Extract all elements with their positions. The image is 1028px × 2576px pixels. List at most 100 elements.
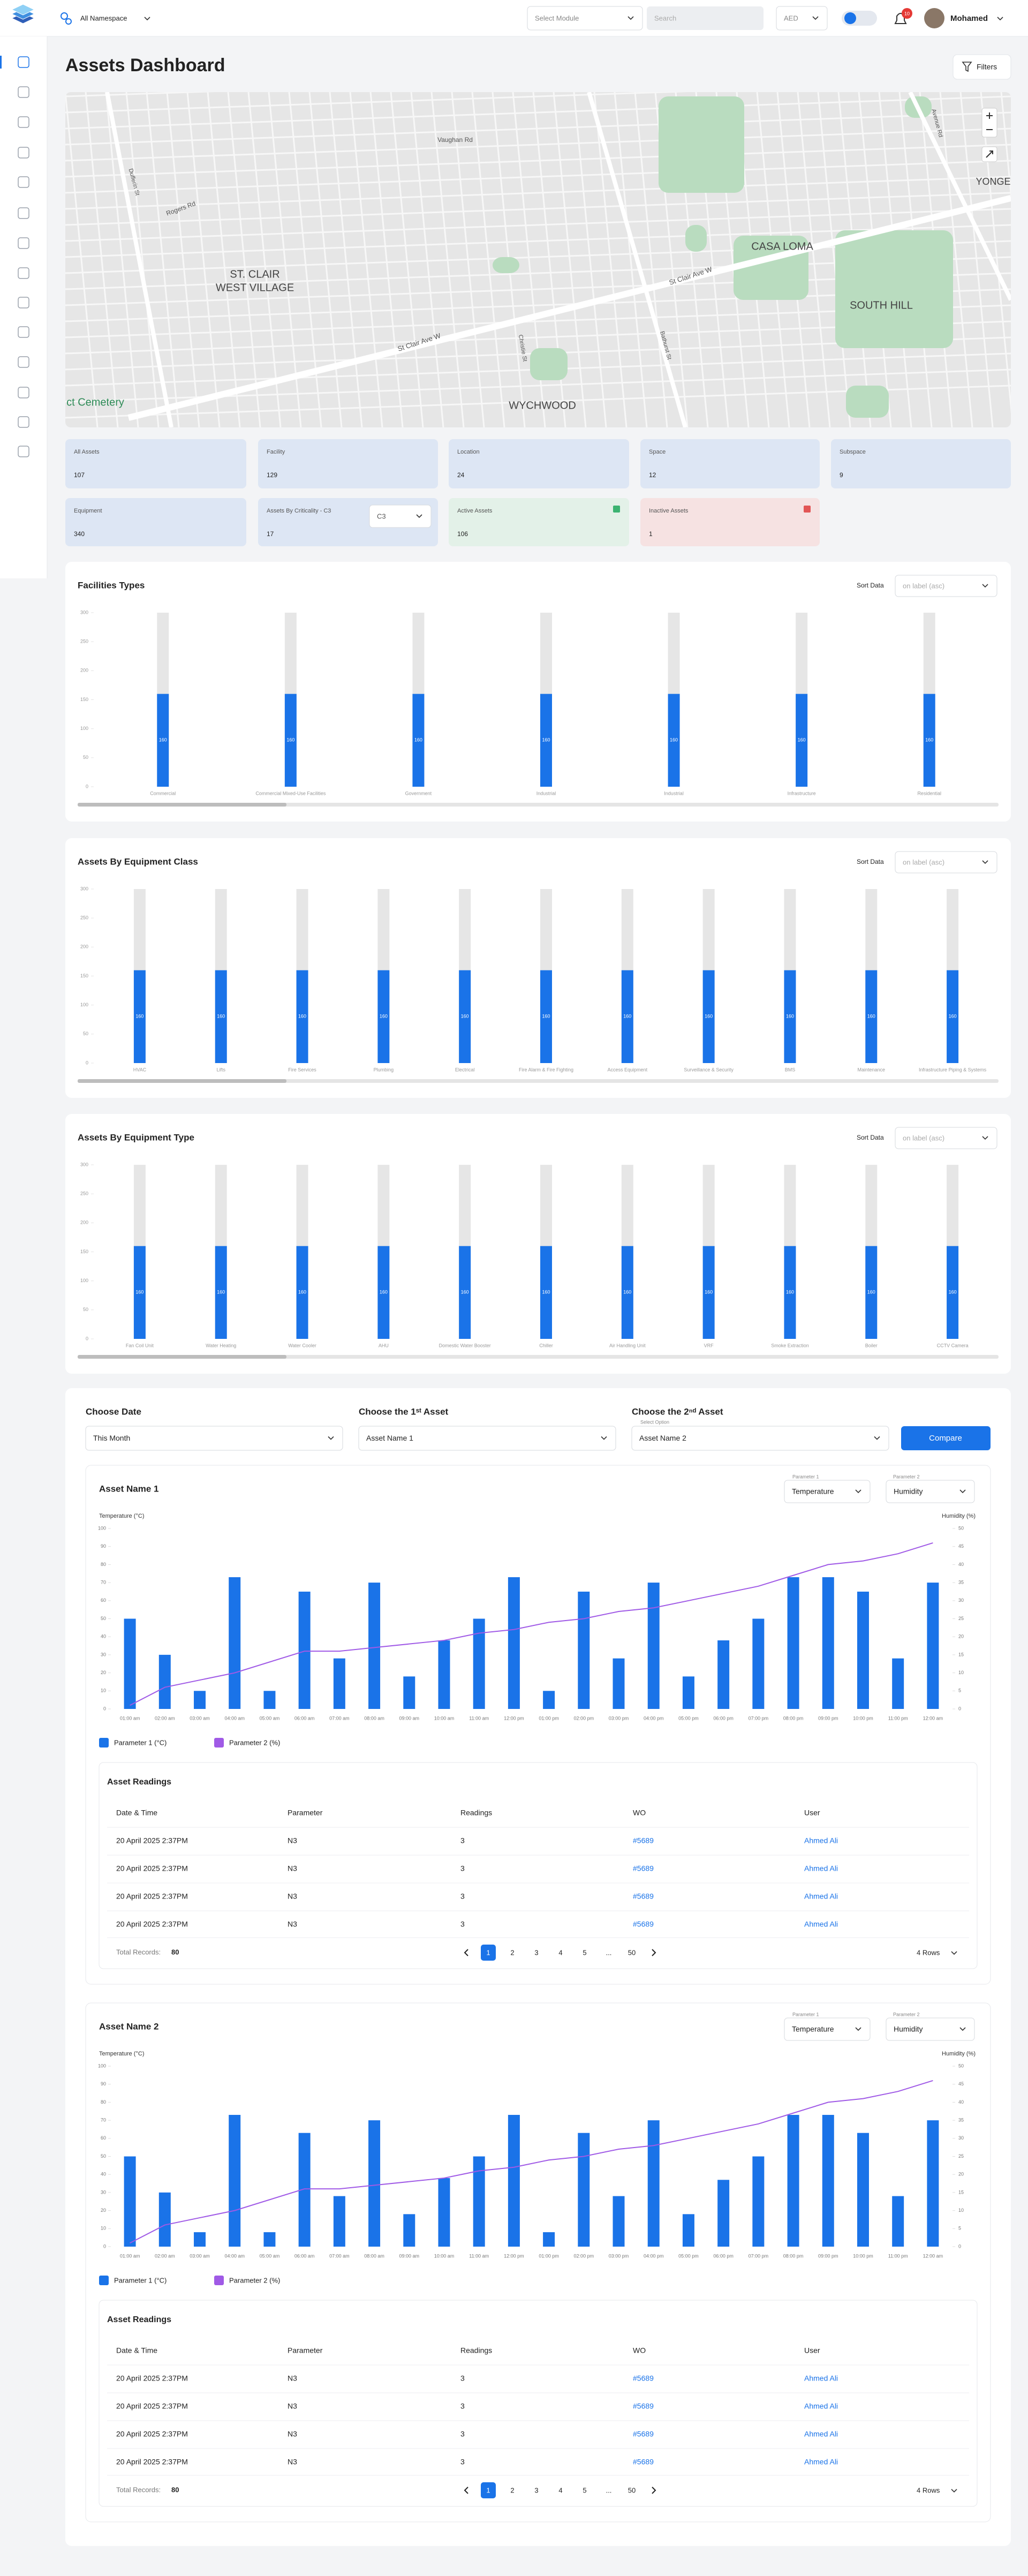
metric-card[interactable] [640, 439, 820, 488]
bar [578, 1591, 590, 1709]
map[interactable] [65, 64, 1028, 427]
legend-label: Parameter 2 (%) [229, 1738, 280, 1746]
metric-card[interactable] [449, 498, 629, 546]
chevron-icon [982, 1136, 988, 1140]
page-number[interactable]: 1 [486, 2486, 490, 2494]
user-name[interactable]: Mohamed [950, 14, 988, 23]
asset-select[interactable] [358, 1426, 616, 1451]
page-number[interactable]: 4 [558, 1948, 562, 1956]
table-cell[interactable]: Ahmed Ali [804, 2402, 838, 2411]
date-select[interactable] [85, 1426, 343, 1451]
parameter-select[interactable] [886, 2017, 975, 2041]
map-feature [908, 92, 1011, 301]
scroll-thumb[interactable] [78, 803, 286, 807]
x-tick-label: 11:00 am [469, 2253, 489, 2258]
nav-icon[interactable] [18, 387, 29, 398]
page-current[interactable] [481, 2482, 496, 2498]
table-cell[interactable]: #5689 [633, 1836, 654, 1845]
page-number[interactable]: 50 [628, 2486, 636, 2494]
nav-icon[interactable] [18, 147, 29, 159]
bar [892, 2196, 904, 2247]
x-tick-label: 03:00 am [190, 1715, 210, 1721]
sort-select[interactable] [895, 851, 997, 873]
bar [621, 1246, 633, 1339]
chart-panel [65, 562, 1011, 822]
metric-card[interactable] [831, 439, 1011, 488]
scroll-thumb[interactable] [78, 1355, 286, 1359]
page-number[interactable]: 1 [486, 1948, 490, 1956]
chevron-icon [997, 17, 1003, 21]
nav-icon[interactable] [18, 446, 29, 457]
table-cell[interactable]: #5689 [633, 2374, 654, 2383]
table-cell[interactable]: Ahmed Ali [804, 1864, 838, 1873]
nav-icon[interactable] [18, 237, 29, 249]
nav-icon[interactable] [18, 86, 29, 98]
table-cell[interactable]: #5689 [633, 1920, 654, 1929]
sort-select[interactable] [895, 575, 997, 597]
scroll-thumb[interactable] [78, 1079, 286, 1083]
search-input[interactable] [647, 6, 764, 30]
table-cell: 20 April 2025 2:37PM [116, 1920, 188, 1929]
nav-icon[interactable] [18, 416, 29, 428]
table-cell[interactable]: Ahmed Ali [804, 2374, 838, 2383]
page-number[interactable]: 5 [583, 1948, 586, 1956]
page-current[interactable] [481, 1945, 496, 1961]
bar [473, 1618, 485, 1709]
table-cell[interactable]: #5689 [633, 2430, 654, 2438]
metric-card[interactable] [258, 439, 438, 488]
metric-card[interactable] [449, 439, 629, 488]
criticality-select[interactable] [369, 504, 432, 528]
page-number[interactable]: 2 [510, 2486, 514, 2494]
parameter-select[interactable] [784, 2017, 871, 2041]
map-zoom[interactable] [981, 108, 997, 138]
page-number[interactable]: 3 [534, 2486, 538, 2494]
currency-select[interactable] [776, 6, 828, 31]
asset-select[interactable] [631, 1426, 889, 1451]
value-label: 160 [217, 1014, 225, 1019]
page-number[interactable]: 3 [534, 1948, 538, 1956]
nav-icon[interactable] [18, 326, 29, 338]
page-number[interactable]: 2 [510, 1948, 514, 1956]
module-select[interactable] [527, 6, 643, 31]
table-cell[interactable]: Ahmed Ali [804, 2458, 838, 2466]
rows-select[interactable]: 4 Rows [917, 1948, 940, 1956]
nav-icon[interactable] [18, 267, 29, 279]
bar [508, 2114, 520, 2247]
metric-card[interactable] [65, 498, 246, 546]
rows-select[interactable]: 4 Rows [917, 2486, 940, 2494]
value-label: 160 [461, 1290, 469, 1295]
namespace-select[interactable]: All Namespace [80, 14, 127, 22]
table-cell[interactable]: Ahmed Ali [804, 1920, 838, 1929]
parameter-select[interactable] [784, 1480, 871, 1503]
parameter-select[interactable] [886, 1480, 975, 1503]
table-cell[interactable]: #5689 [633, 2402, 654, 2411]
page-number[interactable]: ... [606, 2486, 612, 2494]
table-cell[interactable]: #5689 [633, 2458, 654, 2466]
compare-button[interactable] [901, 1426, 991, 1450]
page-number[interactable]: 50 [628, 1948, 636, 1956]
table-cell[interactable]: #5689 [633, 1864, 654, 1873]
table-cell[interactable]: Ahmed Ali [804, 1836, 838, 1845]
table-cell[interactable]: Ahmed Ali [804, 1892, 838, 1901]
page-number[interactable]: ... [606, 1948, 612, 1956]
chevron-icon [416, 514, 422, 518]
metric-card[interactable] [65, 439, 246, 488]
sort-select[interactable] [895, 1127, 997, 1149]
metric-card[interactable] [640, 498, 820, 546]
nav-icon[interactable] [18, 116, 29, 128]
parameter-select-text: Humidity [894, 2025, 923, 2033]
table-cell[interactable]: #5689 [633, 1892, 654, 1901]
table-cell[interactable]: Ahmed Ali [804, 2430, 838, 2438]
page-number[interactable]: 4 [558, 2486, 562, 2494]
page-number[interactable]: 5 [583, 2486, 586, 2494]
y2-tick-label: 25 [958, 1616, 964, 1621]
nav-icon[interactable] [18, 56, 29, 68]
nav-icon[interactable] [18, 176, 29, 188]
y-tick-label: 0 [86, 1336, 88, 1341]
filters-button[interactable] [953, 54, 1011, 80]
nav-icon[interactable] [18, 297, 29, 308]
bar [613, 1658, 625, 1709]
nav-icon[interactable] [18, 356, 29, 368]
x-tick-label: 06:00 am [294, 2253, 315, 2258]
nav-icon[interactable] [18, 207, 29, 219]
